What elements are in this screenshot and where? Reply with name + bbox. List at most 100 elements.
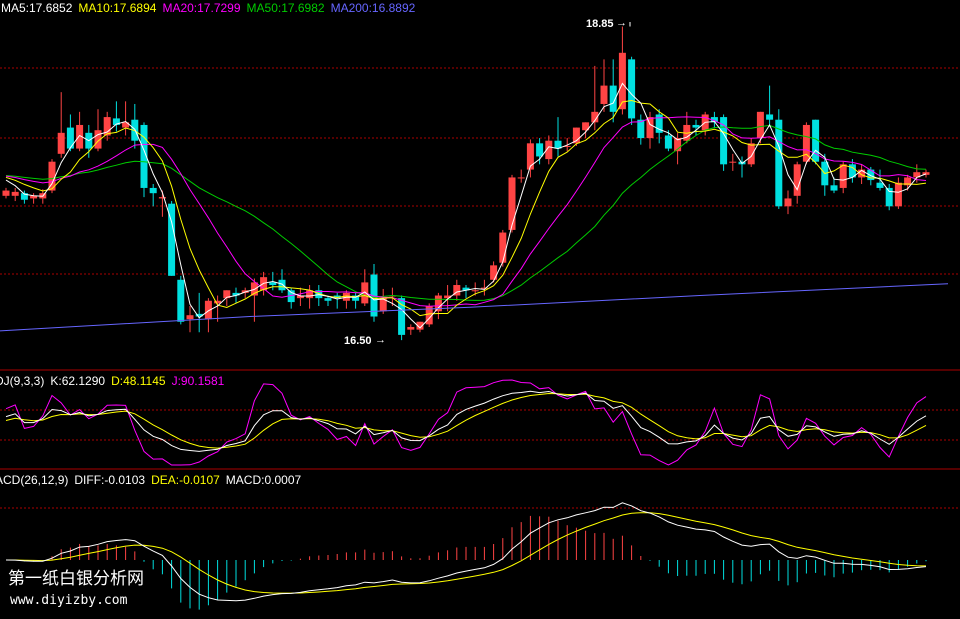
legend-kdj-params: DJ(9,3,3): [0, 374, 44, 388]
legend-j: J:90.1581: [172, 374, 225, 388]
candle-body: [2, 190, 10, 196]
candle-body: [471, 290, 479, 292]
candle-body: [296, 295, 304, 299]
candle-body: [453, 285, 461, 296]
candle-body: [11, 191, 19, 196]
candle-body: [858, 169, 866, 178]
ma50-line: [5, 124, 927, 301]
candle-body: [775, 119, 783, 207]
candle-body: [223, 290, 231, 299]
candle-body: [168, 203, 176, 276]
candle-body: [747, 143, 755, 165]
candle-body: [324, 298, 332, 301]
candle-body: [655, 114, 663, 133]
candle-body: [646, 117, 654, 139]
candle-body: [628, 59, 636, 119]
candle-body: [692, 124, 700, 128]
candle-body: [793, 164, 801, 196]
candle-body: [158, 197, 166, 199]
candle-body: [802, 124, 810, 162]
candle-body: [812, 119, 820, 162]
candle-body: [526, 143, 534, 170]
candle-body: [370, 274, 378, 317]
legend-dea: DEA:-0.0107: [151, 473, 220, 487]
k-line: [5, 390, 927, 452]
legend-main: MA5:17.6852 MA10:17.6894 MA20:17.7299 MA50:…: [1, 1, 416, 15]
candle-body: [563, 145, 571, 147]
legend-macd-params: ACD(26,12,9): [0, 473, 68, 487]
macd-panel: [5, 502, 927, 610]
legend-diff: DIFF:-0.0103: [74, 473, 145, 487]
legend-macd-value: MACD:0.0007: [226, 473, 302, 487]
candle-body: [103, 117, 111, 136]
candle-body: [333, 295, 341, 299]
legend-d: D:48.1145: [111, 374, 166, 388]
candle-body: [352, 295, 360, 301]
candle-body: [609, 85, 617, 112]
candle-body: [517, 177, 525, 179]
candle-body: [554, 140, 562, 149]
candle-body: [867, 169, 875, 181]
legend-ma5: MA5:17.6852: [1, 1, 73, 15]
candle-body: [480, 287, 488, 289]
candle-body: [306, 290, 314, 299]
high-price-arrow: →: [616, 17, 627, 29]
candle-body: [94, 130, 102, 149]
moving-average-lines: [0, 82, 949, 332]
candle-body: [462, 287, 470, 291]
candle-body: [214, 300, 222, 304]
diff-line: [5, 502, 927, 602]
candle-body: [278, 279, 286, 291]
legend-macd: ACD(26,12,9) DIFF:-0.0103 DEA:-0.0107 MACD:…: [0, 473, 301, 487]
candle-body: [287, 290, 295, 303]
watermark-url: www.diyizby.com: [10, 593, 128, 608]
candle-body: [407, 327, 415, 330]
candle-body: [600, 85, 608, 104]
candle-body: [720, 117, 728, 165]
watermark-title: 第一纸白银分析网: [8, 569, 144, 589]
candle-body: [30, 195, 38, 199]
candle-body: [766, 114, 774, 120]
ma200-line: [0, 283, 949, 332]
dea-line: [6, 512, 927, 594]
candle-body: [674, 138, 682, 152]
candle-body: [591, 111, 599, 123]
ma5-line: [5, 82, 927, 329]
candle-body: [76, 124, 84, 149]
candle-body: [637, 119, 645, 139]
candle-body: [388, 295, 396, 297]
candle-body: [149, 187, 157, 194]
candle-body: [269, 282, 277, 286]
candle-body: [904, 177, 912, 186]
price-annotations: 18.85 → 16.50 →: [344, 17, 631, 347]
high-price-label: 18.85: [586, 18, 614, 30]
candle-body: [545, 140, 553, 160]
candle-body: [232, 292, 240, 296]
kdj-panel: [5, 379, 927, 466]
ma20-line: [5, 116, 927, 307]
candle-body: [177, 279, 185, 322]
candle-body: [499, 232, 507, 263]
candle-body: [140, 124, 148, 188]
candle-body: [444, 295, 452, 299]
candle-body: [112, 118, 120, 125]
candle-body: [490, 265, 498, 280]
candlesticks: [2, 26, 930, 341]
legend-ma200: MA200:16.8892: [331, 1, 416, 15]
candle-body: [572, 127, 580, 144]
candle-body: [20, 193, 28, 200]
low-price-label: 16.50: [344, 335, 372, 347]
grid-lines: [0, 67, 960, 509]
candle-body: [379, 298, 387, 312]
candle-body: [204, 300, 212, 320]
legend-kdj: DJ(9,3,3) K:62.1290 D:48.1145 J:90.1581: [0, 374, 225, 388]
legend-ma20: MA20:17.7299: [162, 1, 240, 15]
candle-body: [122, 122, 130, 128]
j-line: [5, 379, 927, 466]
candle-body: [664, 135, 672, 149]
candle-body: [729, 161, 737, 163]
candle-body: [756, 111, 764, 139]
candle-body: [885, 187, 893, 207]
candle-body: [48, 161, 56, 191]
